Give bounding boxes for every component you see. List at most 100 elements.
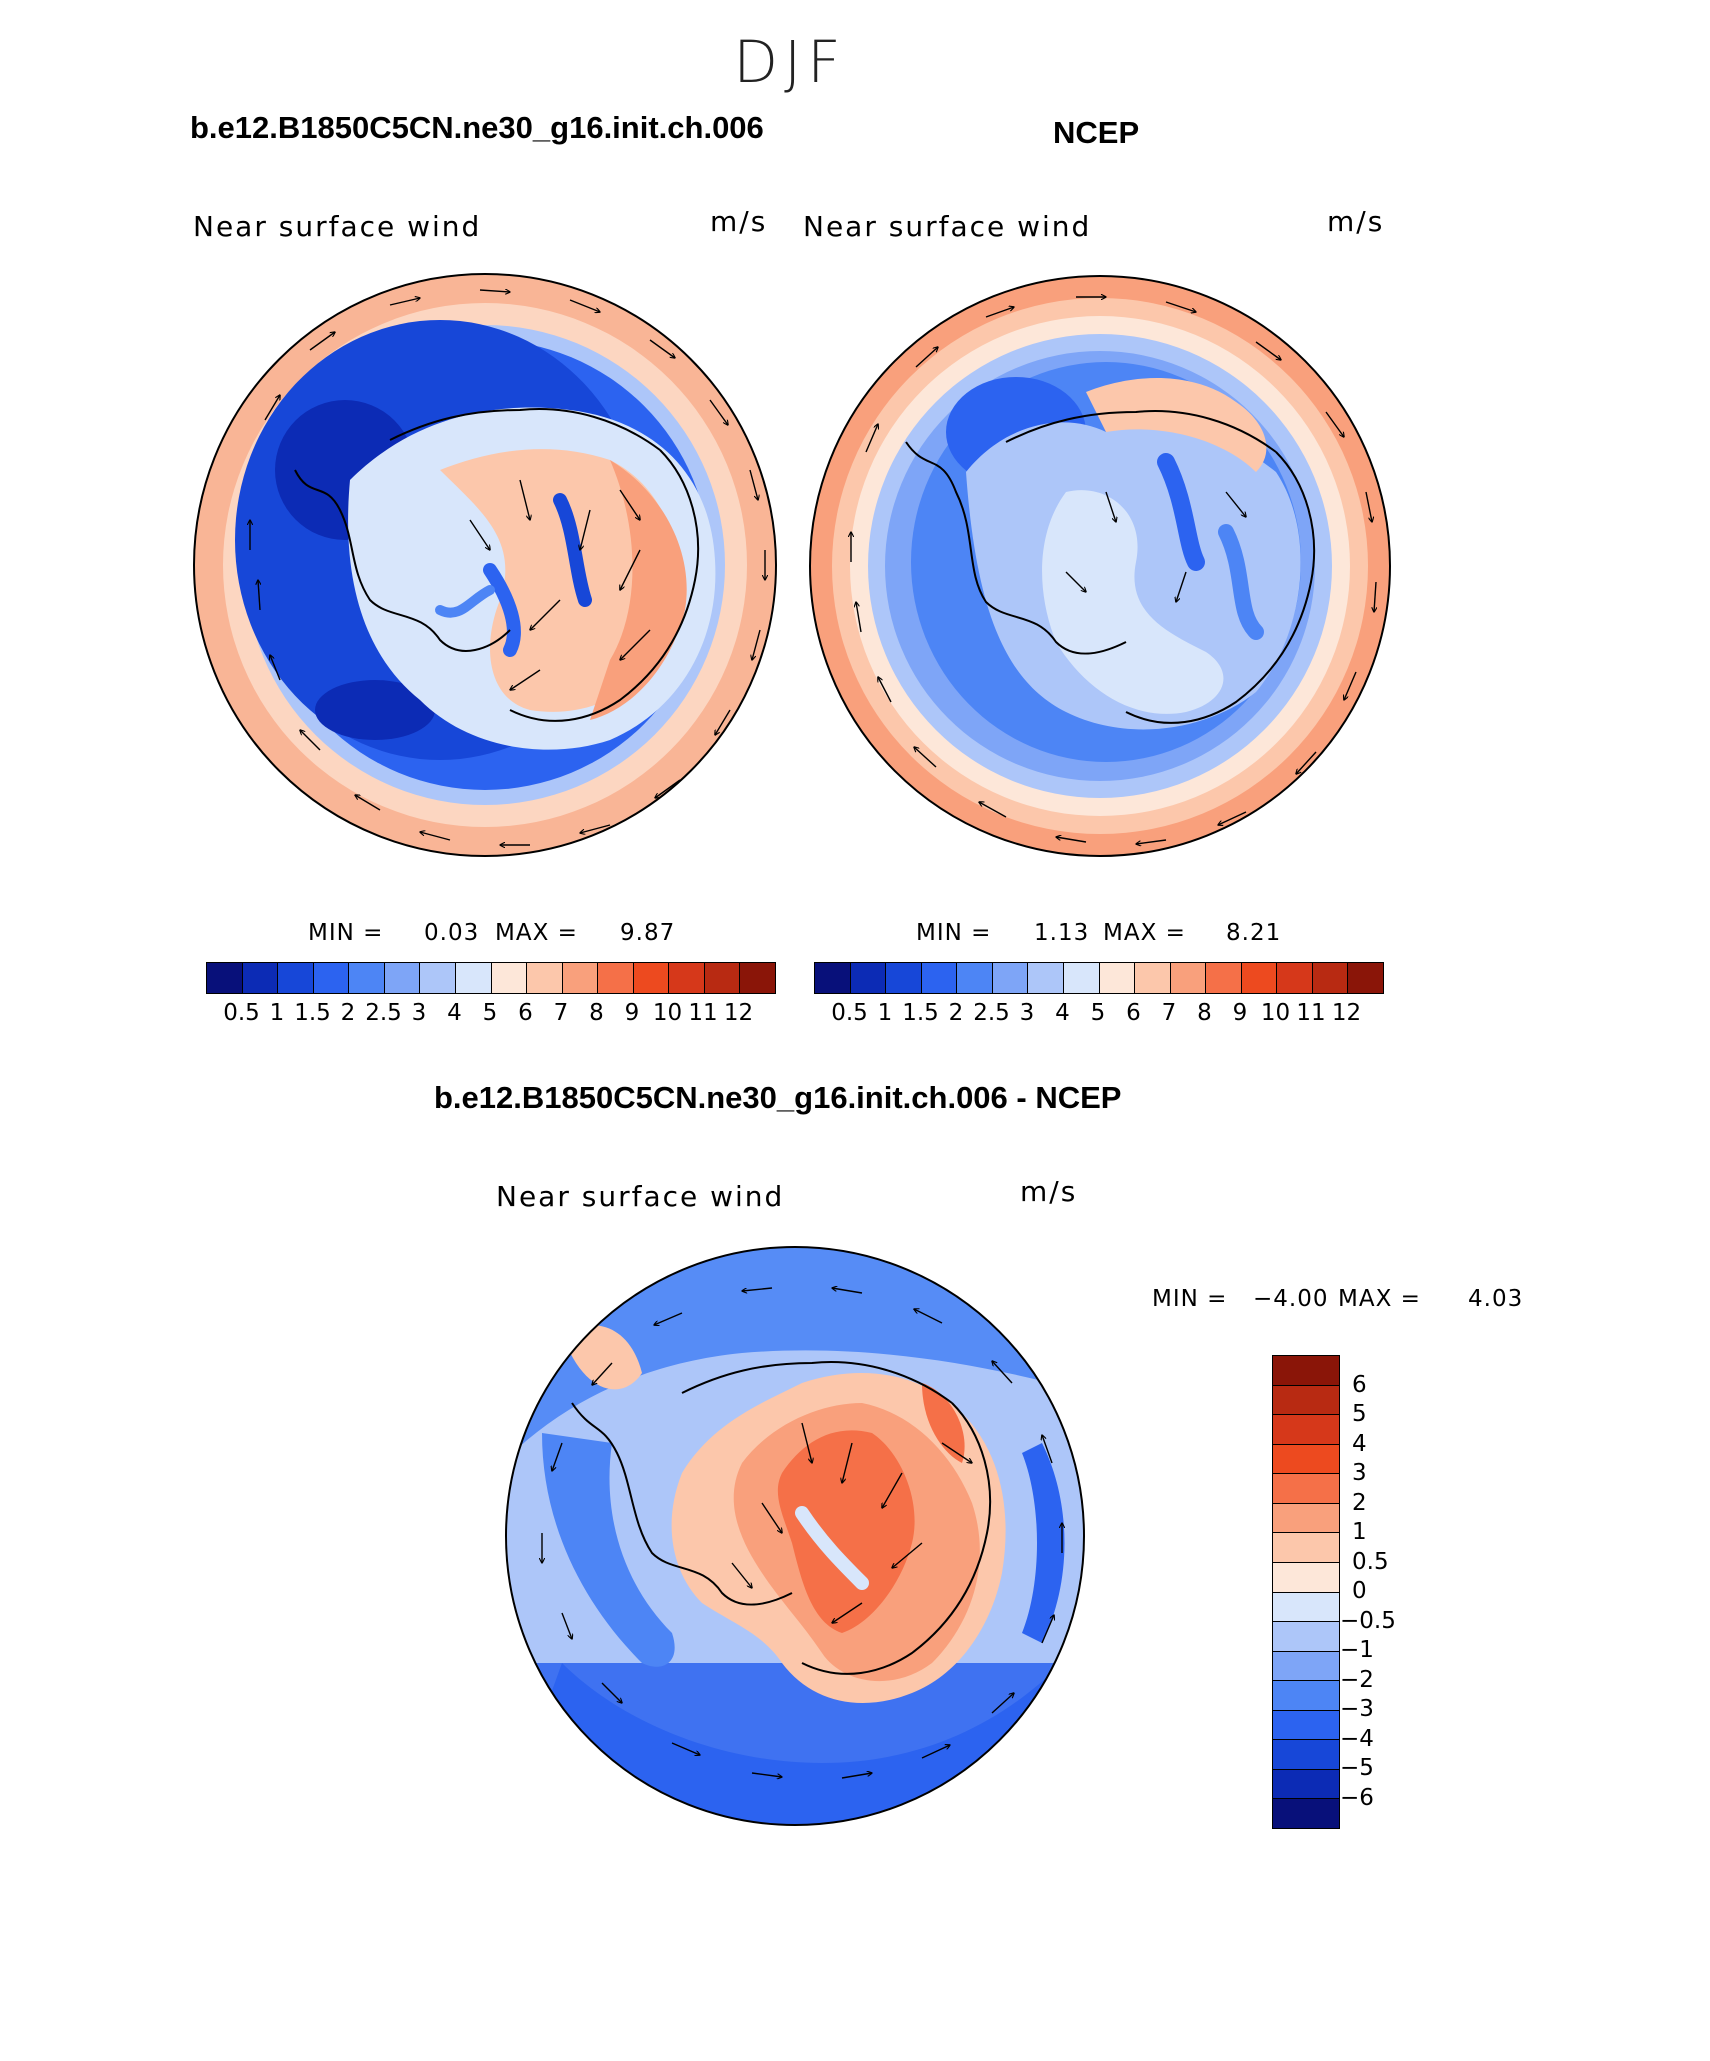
colorbar-tick-label: 6 [506, 1000, 546, 1026]
colorbar-tick-label: 9 [612, 1000, 652, 1026]
colorbar-swatch [1273, 1652, 1339, 1682]
panel1-case-title: b.e12.B1850C5CN.ne30_g16.init.ch.006 [190, 110, 764, 146]
colorbar-swatch [669, 963, 705, 993]
colorbar-swatch [1273, 1740, 1339, 1770]
colorbar-swatch [1273, 1474, 1339, 1504]
colorbar-swatch [314, 963, 350, 993]
colorbar-swatch [1273, 1563, 1339, 1593]
colorbar-swatch [957, 963, 993, 993]
panel1-min-value: 0.03 [424, 920, 479, 946]
panel2-case-title: NCEP [1053, 115, 1139, 151]
colorbar-tick-label: 11 [683, 1000, 723, 1026]
colorbar-tick-label: 2.5 [364, 1000, 404, 1026]
colorbar-tick-label: 10 [648, 1000, 688, 1026]
colorbar-swatch [922, 963, 958, 993]
colorbar-swatch [851, 963, 887, 993]
colorbar-swatch [1273, 1356, 1339, 1386]
colorbar-tick-label: −0.5 [1340, 1610, 1396, 1633]
colorbar-tick-label: 5 [470, 1000, 510, 1026]
panel2-colorbar [814, 962, 1384, 994]
colorbar-tick-label: 0.5 [1352, 1551, 1389, 1574]
colorbar-swatch [1273, 1593, 1339, 1623]
colorbar-tick-label: 8 [1185, 1000, 1225, 1026]
colorbar-tick-label: 11 [1291, 1000, 1331, 1026]
colorbar-tick-label: 10 [1256, 1000, 1296, 1026]
colorbar-tick-label: 4 [1043, 1000, 1083, 1026]
colorbar-swatch [1273, 1622, 1339, 1652]
season-title: DJF [0, 28, 1580, 96]
colorbar-swatch [1273, 1415, 1339, 1445]
colorbar-tick-label: 9 [1220, 1000, 1260, 1026]
panel2-min-value: 1.13 [1034, 920, 1089, 946]
panel2-max-label: MAX = [1103, 920, 1186, 946]
colorbar-swatch [349, 963, 385, 993]
colorbar-swatch [1100, 963, 1136, 993]
colorbar-tick-label: 1 [1352, 1521, 1367, 1544]
panel3-max-label: MAX = [1338, 1286, 1421, 1312]
colorbar-tick-label: 2 [328, 1000, 368, 1026]
panel1-min-label: MIN = [308, 920, 383, 946]
colorbar-swatch [815, 963, 851, 993]
panel2-colorbar-ticks: 0.5 1 1.5 2 2.5 3 4 5 6 7 8 9 10 11 12 [814, 1000, 1382, 1030]
colorbar-tick-label: 12 [719, 1000, 759, 1026]
panel2-max-value: 8.21 [1226, 920, 1281, 946]
colorbar-swatch [1348, 963, 1383, 993]
colorbar-tick-label: −1 [1340, 1639, 1374, 1662]
colorbar-tick-label: 6 [1352, 1374, 1367, 1397]
colorbar-tick-label: −2 [1340, 1669, 1374, 1692]
colorbar-swatch [1273, 1711, 1339, 1741]
colorbar-swatch [1273, 1445, 1339, 1475]
colorbar-swatch [993, 963, 1029, 993]
panel2-units-label: m/s [1327, 205, 1384, 238]
panel1-polar-map [190, 270, 780, 860]
panel2-variable-label: Near surface wind [803, 210, 1091, 243]
colorbar-tick-label: 7 [541, 1000, 581, 1026]
panel2-polar-map [806, 272, 1394, 860]
colorbar-tick-label: 2 [936, 1000, 976, 1026]
colorbar-swatch [598, 963, 634, 993]
colorbar-tick-label: 5 [1078, 1000, 1118, 1026]
colorbar-swatch [278, 963, 314, 993]
colorbar-swatch [1135, 963, 1171, 993]
colorbar-tick-label: 8 [577, 1000, 617, 1026]
colorbar-tick-label: 3 [1007, 1000, 1047, 1026]
colorbar-swatch [1171, 963, 1207, 993]
colorbar-swatch [705, 963, 741, 993]
colorbar-tick-label: 1 [257, 1000, 297, 1026]
colorbar-swatch [385, 963, 421, 993]
colorbar-tick-label: 12 [1327, 1000, 1367, 1026]
colorbar-tick-label: −5 [1340, 1757, 1374, 1780]
colorbar-tick-label: −4 [1340, 1728, 1374, 1751]
colorbar-tick-label: 3 [1352, 1462, 1367, 1485]
colorbar-swatch [1064, 963, 1100, 993]
colorbar-swatch [492, 963, 528, 993]
colorbar-swatch [1206, 963, 1242, 993]
panel3-colorbar [1272, 1355, 1340, 1829]
colorbar-swatch [1273, 1386, 1339, 1416]
colorbar-tick-label: 6 [1114, 1000, 1154, 1026]
colorbar-swatch [1273, 1770, 1339, 1800]
panel2-min-label: MIN = [916, 920, 991, 946]
colorbar-swatch [1277, 963, 1313, 993]
colorbar-swatch [243, 963, 279, 993]
panel1-units-label: m/s [710, 205, 767, 238]
colorbar-tick-label: 1.5 [901, 1000, 941, 1026]
colorbar-swatch [1273, 1533, 1339, 1563]
panel1-colorbar-ticks: 0.5 1 1.5 2 2.5 3 4 5 6 7 8 9 10 11 12 [206, 1000, 774, 1030]
panel1-variable-label: Near surface wind [193, 210, 481, 243]
colorbar-tick-label: −3 [1340, 1698, 1374, 1721]
panel3-polar-map [502, 1243, 1088, 1829]
colorbar-swatch [1028, 963, 1064, 993]
colorbar-swatch [634, 963, 670, 993]
colorbar-tick-label: 4 [435, 1000, 475, 1026]
colorbar-swatch [527, 963, 563, 993]
colorbar-swatch [207, 963, 243, 993]
colorbar-swatch [886, 963, 922, 993]
panel1-max-value: 9.87 [620, 920, 675, 946]
colorbar-swatch [456, 963, 492, 993]
panel3-case-title: b.e12.B1850C5CN.ne30_g16.init.ch.006 - N… [434, 1080, 1121, 1116]
colorbar-tick-label: −6 [1340, 1787, 1374, 1810]
colorbar-tick-label: 0 [1352, 1580, 1367, 1603]
colorbar-swatch [1273, 1799, 1339, 1828]
colorbar-tick-label: 0.5 [222, 1000, 262, 1026]
